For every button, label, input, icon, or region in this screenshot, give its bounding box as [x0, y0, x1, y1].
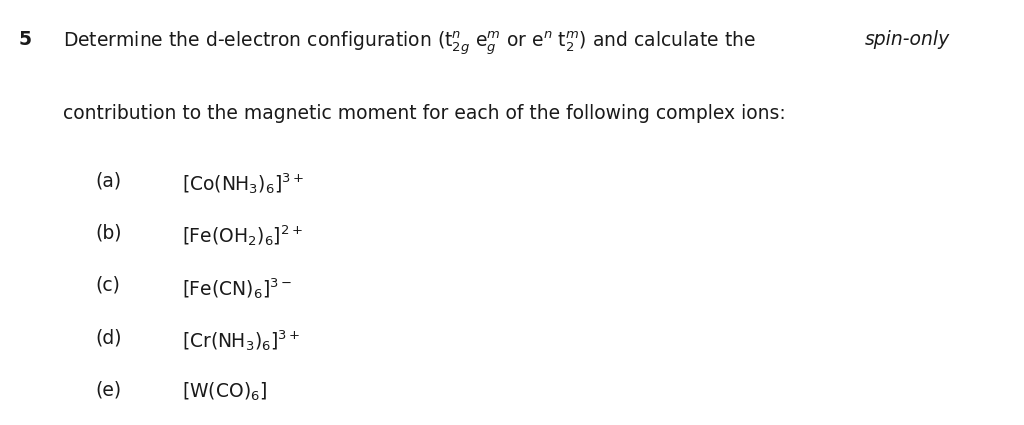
Text: [Cr(NH$_3$)$_6$]$^{3+}$: [Cr(NH$_3$)$_6$]$^{3+}$	[182, 328, 301, 353]
Text: (a): (a)	[95, 171, 122, 190]
Text: contribution to the magnetic moment for each of the following complex ions:: contribution to the magnetic moment for …	[63, 104, 786, 123]
Text: [Fe(CN)$_6$]$^{3-}$: [Fe(CN)$_6$]$^{3-}$	[182, 276, 293, 300]
Text: (d): (d)	[95, 328, 122, 347]
Text: (b): (b)	[95, 224, 122, 243]
Text: 5: 5	[18, 30, 32, 49]
Text: Determine the d-electron configuration (t$_{{2g}}^{{n}}$ e$_{{g}}^{{m}}$ or e$^{: Determine the d-electron configuration (…	[63, 30, 758, 58]
Text: [W(CO)$_6$]: [W(CO)$_6$]	[182, 380, 267, 402]
Text: (c): (c)	[95, 276, 120, 295]
Text: (e): (e)	[95, 380, 122, 400]
Text: spin-only: spin-only	[865, 30, 950, 49]
Text: [Co(NH$_3$)$_6$]$^{3+}$: [Co(NH$_3$)$_6$]$^{3+}$	[182, 171, 304, 196]
Text: [Fe(OH$_2$)$_6$]$^{2+}$: [Fe(OH$_2$)$_6$]$^{2+}$	[182, 224, 303, 248]
